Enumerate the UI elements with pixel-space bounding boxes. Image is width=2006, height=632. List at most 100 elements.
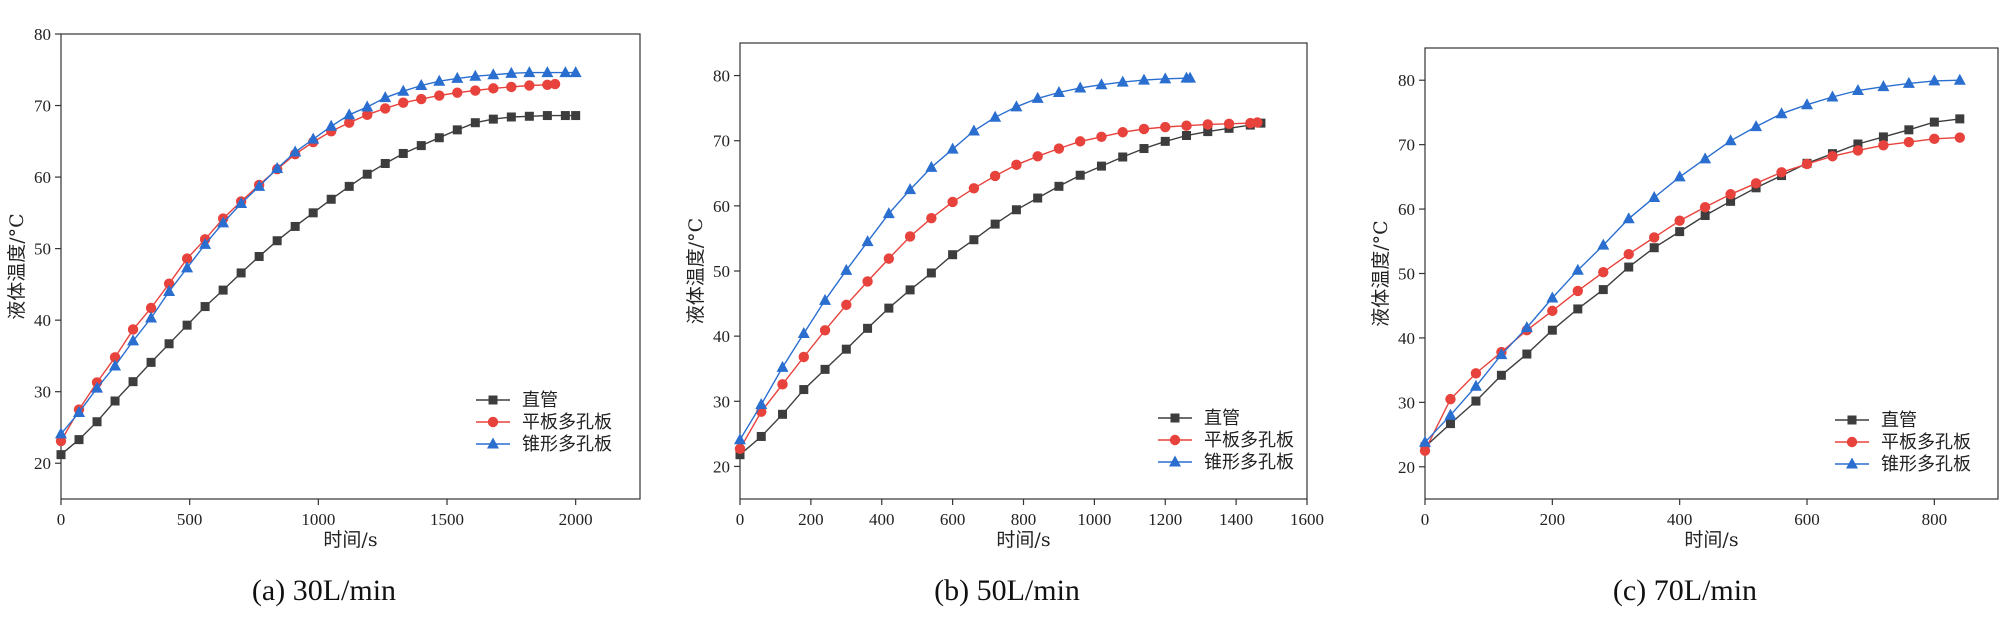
data-point (343, 108, 356, 120)
data-point (904, 231, 916, 242)
data-point (1011, 205, 1021, 215)
data-point (74, 435, 84, 445)
data-point (452, 125, 462, 135)
data-point (109, 359, 122, 371)
data-point (1649, 243, 1659, 253)
data-point (863, 323, 873, 333)
data-point (470, 85, 481, 96)
data-point (218, 285, 228, 295)
legend-label: 直管 (1204, 408, 1240, 429)
data-point (451, 71, 464, 83)
data-point (289, 145, 302, 157)
data-point (164, 339, 174, 349)
legend-label: 锥形多孔板 (1881, 454, 1971, 475)
data-point (1520, 321, 1533, 333)
x-tick-label: 200 (798, 510, 824, 529)
data-point (990, 219, 1000, 229)
data-point (308, 208, 318, 218)
data-point (1699, 201, 1711, 213)
data-point (1052, 86, 1065, 98)
data-point (799, 385, 809, 395)
data-point (1095, 78, 1108, 90)
legend-marker (487, 416, 499, 428)
data-point (1649, 232, 1660, 243)
data-point (55, 427, 67, 439)
data-point (524, 80, 535, 91)
data-point (254, 251, 264, 261)
data-point (1877, 80, 1890, 92)
data-point (1622, 212, 1635, 224)
series-1 (1420, 114, 1965, 452)
data-point (200, 302, 210, 312)
data-point (487, 68, 500, 80)
x-tick-label: 200 (1540, 510, 1566, 529)
data-point (416, 93, 427, 105)
data-point (253, 179, 266, 191)
data-point (1928, 74, 1941, 86)
data-point (1547, 325, 1557, 335)
data-point (948, 250, 958, 260)
data-point (506, 81, 517, 93)
data-point (820, 364, 830, 374)
data-point (55, 435, 67, 447)
data-point (925, 160, 938, 172)
series-3 (734, 71, 1197, 445)
chart-caption: (a) 30L/min (252, 574, 396, 607)
data-point (1471, 396, 1481, 406)
data-point (416, 141, 426, 151)
data-point (1096, 131, 1107, 143)
data-point (967, 124, 980, 136)
legend-marker (488, 395, 498, 405)
data-point (1929, 133, 1940, 145)
data-point (1573, 304, 1583, 314)
data-point (1878, 140, 1889, 151)
series-3 (55, 66, 582, 439)
data-point (989, 110, 1002, 122)
data-point (128, 377, 138, 387)
series-line (739, 121, 1258, 450)
data-point (326, 194, 336, 204)
data-point (1031, 91, 1044, 103)
legend-marker (1169, 434, 1181, 446)
x-tick-label: 1400 (1219, 510, 1253, 529)
series-line (60, 71, 576, 435)
x-tick-label: 1000 (1077, 510, 1111, 529)
data-point (819, 293, 832, 305)
legend-label: 直管 (1881, 410, 1917, 431)
data-point (1495, 348, 1508, 360)
data-point (488, 114, 498, 124)
data-point (1181, 120, 1192, 131)
data-point (735, 450, 745, 460)
data-point (145, 302, 157, 314)
data-point (778, 409, 788, 419)
x-tick-label: 600 (940, 510, 966, 529)
chart-caption: (c) 70L/min (1613, 574, 1757, 607)
data-point (549, 78, 561, 90)
data-point (1138, 123, 1150, 135)
data-point (1673, 170, 1686, 182)
data-point (1624, 262, 1634, 272)
data-point (1252, 117, 1263, 128)
series-1 (56, 111, 581, 460)
data-point (1801, 98, 1813, 110)
data-point (734, 443, 746, 455)
data-point (1032, 151, 1043, 162)
data-point (235, 197, 248, 209)
x-tick-label: 1500 (430, 510, 464, 529)
data-point (1522, 349, 1532, 359)
chart-panel-2: 0 200 400 600 800 1000 1200 1400 1600 20 30 40 50 60 7… (685, 42, 1324, 607)
data-point (1118, 152, 1128, 162)
x-tick-label: 0 (57, 510, 66, 529)
data-point (1075, 170, 1085, 180)
data-point (1139, 144, 1149, 154)
legend-marker (1847, 415, 1857, 425)
y-tick-label: 30 (713, 392, 730, 411)
data-point (1223, 118, 1235, 129)
data-point (1117, 127, 1128, 138)
x-tick-label: 1200 (1148, 510, 1182, 529)
data-point (560, 111, 570, 121)
data-point (734, 433, 746, 445)
data-point (1096, 161, 1106, 171)
y-tick-label: 40 (34, 311, 51, 330)
series-line (1424, 118, 1960, 448)
